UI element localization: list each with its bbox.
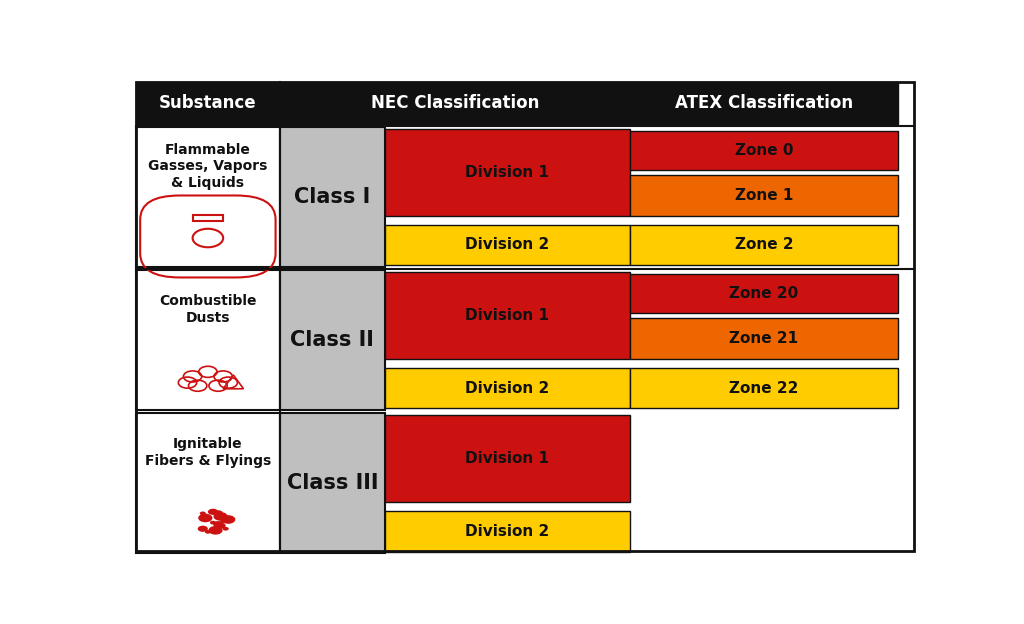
Bar	[136, 270, 280, 411]
Text: Zone 2: Zone 2	[734, 238, 794, 253]
Text: Division 1: Division 1	[465, 308, 549, 323]
Text: NEC Classification: NEC Classification	[371, 94, 539, 112]
Text: Class III: Class III	[287, 474, 378, 494]
Text: ATEX Classification: ATEX Classification	[675, 94, 853, 112]
Bar	[193, 215, 223, 221]
Circle shape	[210, 521, 216, 524]
Bar	[630, 225, 898, 265]
Bar	[385, 368, 630, 409]
Text: Zone 0: Zone 0	[734, 143, 794, 158]
Bar	[280, 82, 630, 124]
Circle shape	[213, 521, 223, 527]
Bar	[630, 368, 898, 409]
Circle shape	[199, 514, 212, 522]
Bar	[385, 415, 630, 502]
Circle shape	[213, 512, 227, 521]
Bar	[385, 225, 630, 265]
Bar	[630, 318, 898, 359]
Circle shape	[208, 509, 218, 515]
Bar	[136, 127, 280, 267]
Circle shape	[222, 527, 228, 530]
Text: Class I: Class I	[294, 187, 371, 207]
Circle shape	[209, 526, 222, 535]
Bar	[136, 413, 280, 553]
Text: Zone 20: Zone 20	[729, 286, 799, 301]
Circle shape	[221, 515, 236, 524]
Text: Zone 21: Zone 21	[729, 331, 799, 346]
Circle shape	[198, 525, 208, 532]
Text: Division 1: Division 1	[465, 451, 549, 466]
Text: Zone 22: Zone 22	[729, 381, 799, 396]
Text: Flammable
Gasses, Vapors
& Liquids: Flammable Gasses, Vapors & Liquids	[148, 143, 267, 190]
Text: Division 2: Division 2	[465, 381, 550, 396]
Circle shape	[205, 530, 211, 534]
Text: Class II: Class II	[291, 330, 374, 350]
Text: Combustible
Dusts: Combustible Dusts	[159, 295, 257, 324]
Text: 🔥: 🔥	[206, 233, 210, 240]
Bar	[385, 129, 630, 216]
Circle shape	[215, 522, 225, 529]
Bar	[630, 131, 898, 170]
Text: Division 1: Division 1	[465, 165, 549, 180]
Text: Division 2: Division 2	[465, 238, 550, 253]
Bar	[280, 413, 385, 553]
Circle shape	[220, 519, 226, 523]
Bar	[280, 270, 385, 411]
Bar	[136, 82, 280, 124]
Bar	[630, 274, 898, 313]
Text: Zone 1: Zone 1	[735, 188, 794, 203]
Text: Ignitable
Fibers & Flyings: Ignitable Fibers & Flyings	[144, 437, 271, 467]
Bar	[385, 510, 630, 552]
Circle shape	[213, 510, 223, 517]
Bar	[630, 175, 898, 216]
Bar	[280, 127, 385, 267]
Text: Substance: Substance	[159, 94, 257, 112]
Text: Division 2: Division 2	[465, 524, 550, 539]
Bar	[385, 272, 630, 359]
Bar	[630, 82, 898, 124]
Circle shape	[200, 512, 206, 515]
